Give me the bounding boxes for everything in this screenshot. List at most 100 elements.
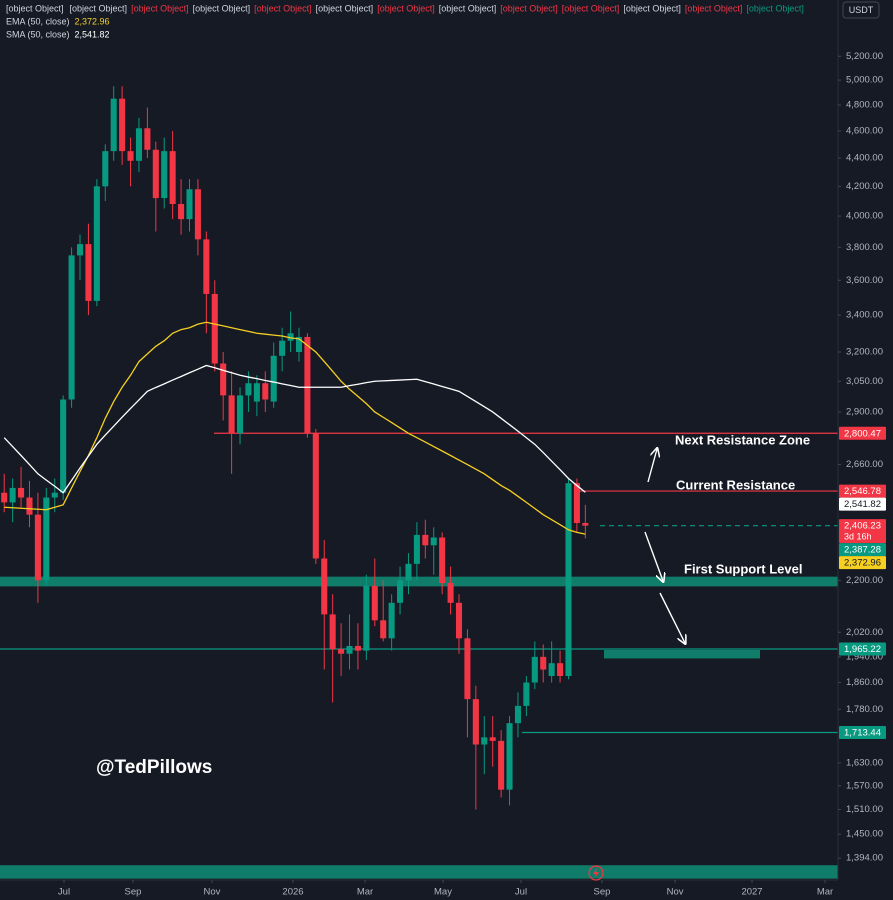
candle-body xyxy=(18,487,25,498)
y-tick-label: 1,450.00 xyxy=(846,829,883,840)
price-label-box xyxy=(839,642,886,656)
y-tick-label: 1,940.00 xyxy=(846,651,883,662)
candle-body xyxy=(540,656,547,670)
price-label-countdown: 3d 16h xyxy=(844,532,872,542)
candle-body xyxy=(51,492,58,498)
y-tick-label: 3,050.00 xyxy=(846,376,883,387)
candle-body xyxy=(388,602,395,639)
header-item: [object Object] xyxy=(746,3,804,13)
y-tick-label: 4,400.00 xyxy=(846,153,883,164)
y-tick-label: 3,400.00 xyxy=(846,310,883,321)
zone xyxy=(604,649,760,659)
price-label: 2,372.96 xyxy=(844,558,881,569)
candle-body xyxy=(43,497,50,581)
candle-body xyxy=(295,336,303,353)
y-tick-label: 3,600.00 xyxy=(846,275,883,286)
candle-body xyxy=(548,663,555,677)
candle-body xyxy=(397,580,404,603)
arrow xyxy=(644,531,663,581)
zone xyxy=(0,865,838,879)
y-tick-label: 2,660.00 xyxy=(846,459,883,470)
candle-body xyxy=(455,602,463,639)
candle-body xyxy=(270,355,277,402)
price-label-box xyxy=(839,484,886,498)
x-tick-label: Nov xyxy=(667,887,684,898)
candle-body xyxy=(211,293,218,364)
y-tick-label: 5,200.00 xyxy=(846,51,883,62)
price-label-box xyxy=(839,519,886,544)
candle-body xyxy=(380,620,387,639)
x-tick-label: 2026 xyxy=(282,887,303,898)
currency-label[interactable]: USDT xyxy=(849,5,874,15)
candle-body xyxy=(422,534,429,546)
candle-body xyxy=(102,151,109,187)
indicators xyxy=(3,321,586,535)
watermark: @TedPillows xyxy=(96,757,212,778)
candle-body xyxy=(60,399,67,493)
y-tick-label: 3,800.00 xyxy=(846,242,883,253)
candle-body xyxy=(329,614,336,650)
candles xyxy=(1,86,589,810)
candle-body xyxy=(338,649,345,654)
candle-body xyxy=(1,492,8,503)
header-item: [object Object] xyxy=(562,3,620,13)
candle-body xyxy=(220,363,227,396)
candle-body xyxy=(363,585,370,651)
candle-body xyxy=(354,645,361,651)
price-label-box xyxy=(839,726,886,740)
header-item: [object Object] xyxy=(439,3,497,13)
price-label-box xyxy=(839,543,886,557)
candle-body xyxy=(346,645,353,654)
candle-body xyxy=(161,151,168,199)
legend-value: 2,541.82 xyxy=(75,29,110,39)
x-tick-label: Mar xyxy=(357,887,373,898)
candle-body xyxy=(557,663,564,677)
currency-button[interactable]: USDT xyxy=(842,1,880,19)
price-label: 2,387.28 xyxy=(844,545,881,556)
candle-body xyxy=(279,340,286,356)
legend-value: 2,372.96 xyxy=(75,16,110,26)
candle-body xyxy=(262,383,269,400)
currency-box[interactable] xyxy=(842,1,880,19)
candle-body xyxy=(582,522,589,526)
candle-body xyxy=(110,98,117,152)
replay-icon[interactable] xyxy=(588,865,604,881)
candle-body xyxy=(523,682,530,706)
candle-body xyxy=(152,149,159,199)
candle-body xyxy=(489,737,496,741)
y-tick-label: 3,200.00 xyxy=(846,347,883,358)
price-label: 2,541.82 xyxy=(844,499,881,510)
candle-body xyxy=(119,98,126,152)
header-item: [object Object] xyxy=(70,3,128,13)
y-tick-label: 1,860.00 xyxy=(846,677,883,688)
candle-body xyxy=(236,395,244,434)
indicator-line xyxy=(4,321,586,535)
icon-bolt[interactable] xyxy=(593,868,599,878)
annotation: Current Resistance xyxy=(676,477,795,492)
y-tick-label: 2,900.00 xyxy=(846,406,883,417)
arrow xyxy=(647,449,657,483)
axes: 5,200.00 5,000.00 4,800.00 4,600.00 4,400.00… xyxy=(58,51,883,898)
zone xyxy=(0,576,838,587)
candle-body xyxy=(144,128,151,150)
annotation: First Support Level xyxy=(684,561,802,576)
header-item: [object Object] xyxy=(254,3,312,13)
price-label: 1,713.44 xyxy=(844,728,881,739)
price-label-box xyxy=(839,556,886,570)
candle-body xyxy=(93,186,100,301)
candle-body xyxy=(321,558,328,615)
candle-body xyxy=(430,537,437,546)
x-tick-label: Nov xyxy=(204,887,221,898)
icon-ring[interactable] xyxy=(588,865,604,881)
candle-body xyxy=(203,239,210,294)
candle-body xyxy=(531,656,538,683)
y-tick-label: 1,394.00 xyxy=(846,853,883,864)
y-tick-label: 2,200.00 xyxy=(846,575,883,586)
header-item: [object Object] xyxy=(500,3,558,13)
y-tick-label: 1,630.00 xyxy=(846,757,883,768)
candle-body xyxy=(287,333,294,341)
candle-body xyxy=(228,395,235,434)
y-tick-label: 1,780.00 xyxy=(846,704,883,715)
